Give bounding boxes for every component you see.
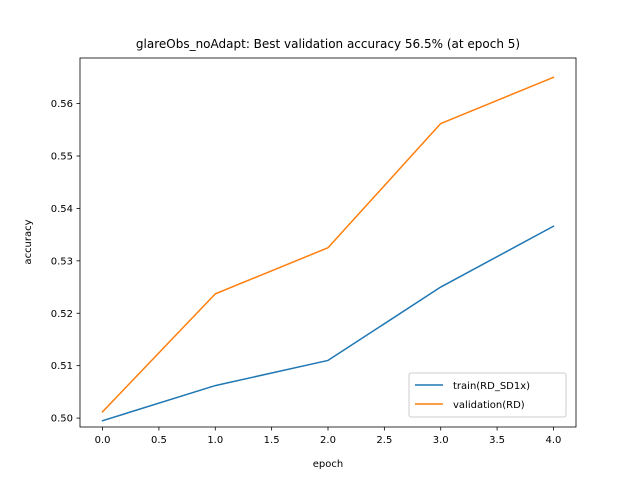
y-tick-label: 0.56 — [51, 99, 73, 110]
y-tick-label: 0.54 — [51, 204, 73, 215]
x-tick-label: 0.5 — [151, 435, 167, 446]
y-tick-label: 0.50 — [51, 414, 73, 425]
x-axis: 0.0 0.5 1.0 1.5 2.0 2.5 3.0 3.5 4.0 — [95, 427, 562, 446]
series-line-1 — [101, 76, 555, 413]
x-tick-label: 2.5 — [376, 435, 392, 446]
y-tick-label: 0.51 — [51, 361, 73, 372]
y-axis-label: accuracy — [23, 219, 34, 264]
y-tick-label: 0.52 — [51, 309, 73, 320]
x-axis-label: epoch — [313, 459, 343, 470]
chart-title: glareObs_noAdapt: Best validation accura… — [136, 37, 520, 51]
series-line-0 — [101, 225, 555, 422]
x-tick-label: 3.0 — [433, 435, 449, 446]
legend: train(RD_SD1x) validation(RD) — [408, 372, 567, 418]
y-axis: 0.50 0.51 0.52 0.53 0.54 0.55 0.56 — [51, 99, 80, 425]
x-tick-label: 3.5 — [489, 435, 505, 446]
x-tick-label: 0.0 — [95, 435, 111, 446]
series-layer — [101, 76, 555, 422]
x-tick-label: 1.5 — [264, 435, 280, 446]
x-tick-label: 2.0 — [320, 435, 336, 446]
x-tick-label: 1.0 — [207, 435, 223, 446]
legend-label: train(RD_SD1x) — [453, 381, 530, 392]
legend-box — [408, 372, 567, 418]
x-tick-label: 4.0 — [546, 435, 562, 446]
legend-label: validation(RD) — [453, 400, 525, 411]
y-tick-label: 0.53 — [51, 256, 73, 267]
y-tick-label: 0.55 — [51, 152, 73, 163]
